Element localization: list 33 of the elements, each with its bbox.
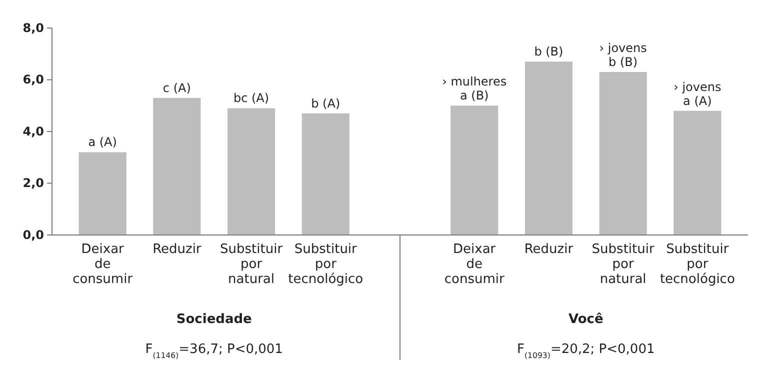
data-label: b (B)	[534, 44, 564, 59]
text: Sociedade	[176, 312, 252, 327]
y-tick-label: 6,0	[22, 72, 44, 87]
data-label: › jovens a (A)	[674, 80, 722, 108]
text: F$_{(1146)}$=36,7; P<0,001	[145, 342, 283, 360]
x-tick-label: Reduzir	[152, 242, 202, 257]
x-tick-label: Deixar de consumir	[444, 242, 505, 287]
bar	[674, 110, 722, 235]
bar	[599, 72, 647, 235]
y-tick-label: 4,0	[22, 124, 44, 138]
bar	[450, 106, 498, 235]
data-label: c (A)	[162, 80, 191, 95]
x-tick-label: Deixar de consumir	[72, 242, 134, 287]
data-label: bc (A)	[233, 91, 270, 106]
x-tick-label: Substituir por natural	[220, 242, 284, 287]
x-tick-label: Substituir por natural	[592, 242, 655, 287]
bar	[78, 152, 126, 235]
x-tick-label: Substituir por tecnológico	[660, 242, 735, 287]
bar	[153, 98, 201, 235]
data-label: b (A)	[311, 96, 340, 110]
y-tick-label: 2,0	[22, 176, 44, 190]
text: Você	[568, 312, 604, 327]
data-label: a (A)	[88, 135, 117, 150]
text: F$_{(1093)}$=20,2; P<0,001	[517, 342, 655, 360]
x-tick-label: Substituir por tecnológico	[288, 242, 364, 287]
data-label: › jovens b (B)	[599, 40, 647, 69]
bar	[302, 113, 350, 235]
data-label: › mulheres a (B)	[442, 74, 507, 103]
y-tick-label: 0,0	[22, 228, 44, 242]
bar	[227, 108, 276, 235]
bar	[524, 62, 573, 235]
x-tick-label: Reduzir	[524, 242, 574, 257]
y-tick-label: 8,0	[22, 20, 44, 35]
